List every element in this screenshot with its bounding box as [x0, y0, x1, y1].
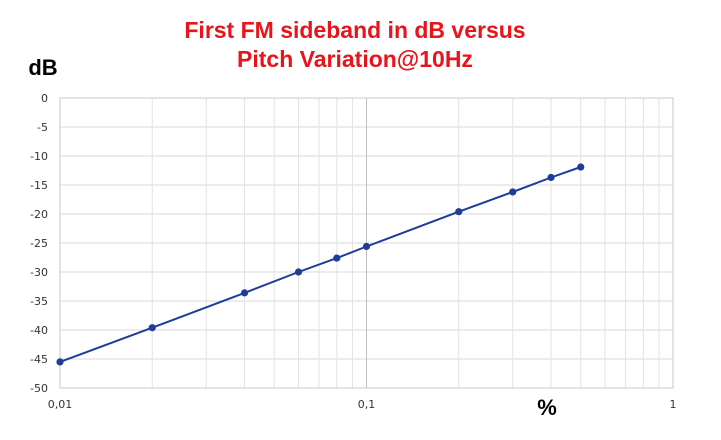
chart-title-line-1: First FM sideband in dB versus [184, 17, 525, 43]
y-tick-label: -50 [30, 382, 48, 395]
data-point [577, 163, 585, 171]
data-point [362, 242, 371, 251]
y-axis-label: dB [28, 55, 57, 80]
y-tick-label: -35 [30, 295, 48, 308]
data-point [509, 188, 517, 196]
data-point [547, 173, 555, 182]
y-tick-label: -25 [30, 237, 48, 250]
plot-area [59, 97, 674, 389]
x-tick-label: 0,1 [358, 398, 376, 411]
y-tick-label: -40 [30, 324, 48, 337]
data-point [56, 358, 64, 366]
data-point [148, 324, 156, 332]
y-tick-label: -10 [30, 150, 48, 163]
y-tick-label: 0 [41, 92, 48, 105]
x-tick-label: 1 [670, 398, 677, 411]
y-tick-label: -45 [30, 353, 48, 366]
x-axis-label: % [537, 395, 557, 420]
y-tick-labels: 0 -5 -10 -15 -20 -25 -30 -35 -40 -45 -50 [30, 92, 48, 395]
grid [59, 97, 674, 389]
y-tick-label: -30 [30, 266, 48, 279]
series-line [59, 166, 582, 363]
data-point [240, 289, 249, 297]
series-layer [56, 163, 585, 366]
y-tick-label: -15 [30, 179, 48, 192]
chart-title-line-2: Pitch Variation@10Hz [237, 46, 473, 72]
data-point [333, 254, 341, 262]
x-tick-labels: 0,01 0,1 1 [48, 398, 677, 411]
data-point [294, 268, 303, 276]
x-tick-label: 0,01 [48, 398, 73, 411]
y-tick-label: -20 [30, 208, 48, 221]
y-tick-label: -5 [37, 121, 48, 134]
data-point [455, 208, 463, 216]
